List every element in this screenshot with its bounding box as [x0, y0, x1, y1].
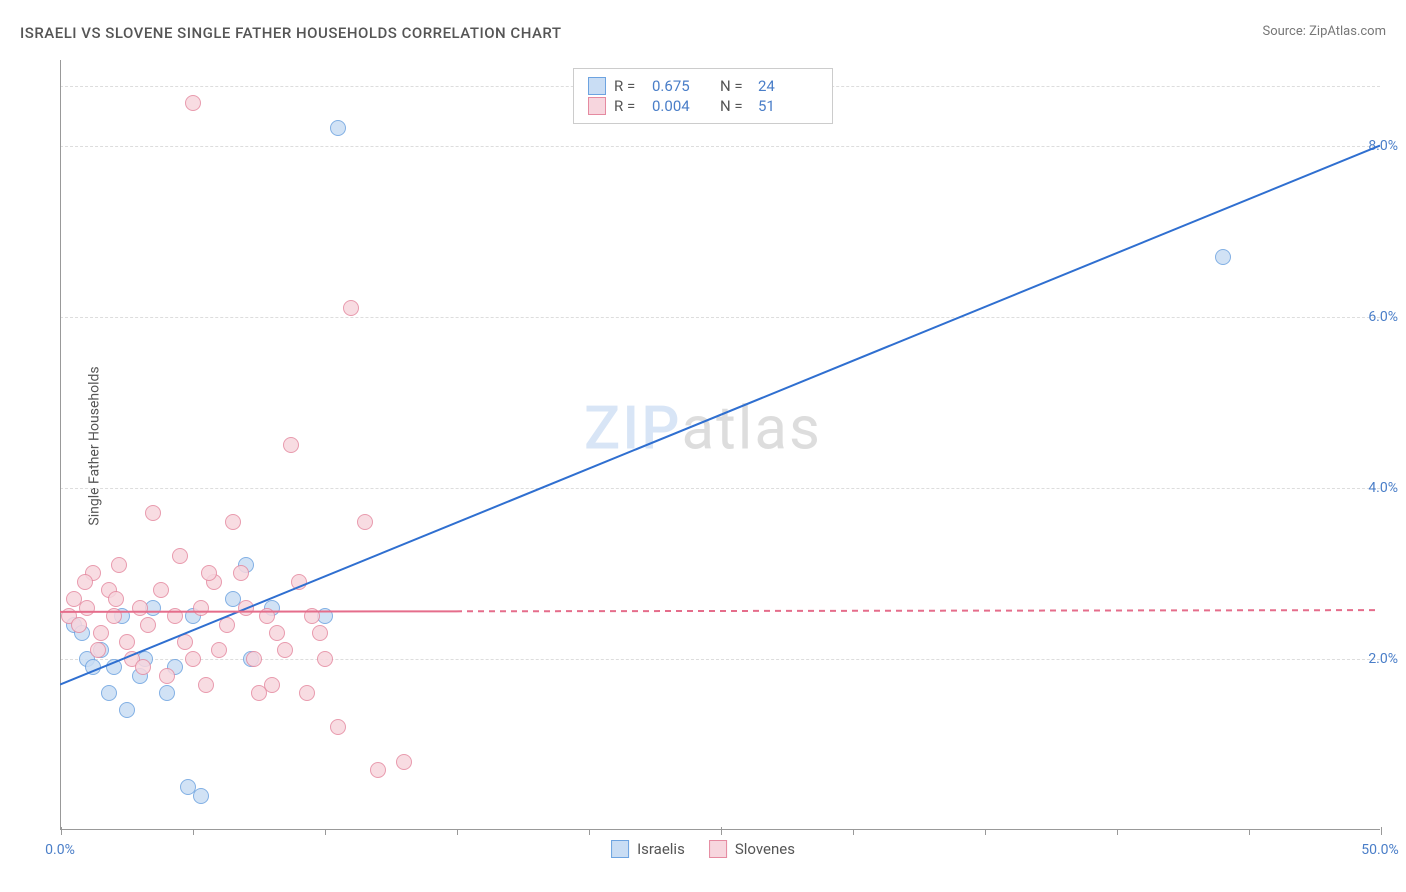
legend-swatch	[588, 77, 606, 95]
data-point	[85, 659, 101, 675]
plot-area	[60, 60, 1380, 830]
chart-title: ISRAELI VS SLOVENE SINGLE FATHER HOUSEHO…	[20, 24, 562, 42]
data-point	[140, 617, 156, 633]
x-minor-tick	[589, 829, 590, 835]
data-point	[101, 685, 117, 701]
data-point	[317, 651, 333, 667]
legend-n-value: 51	[758, 97, 818, 115]
data-point	[299, 685, 315, 701]
data-point	[185, 95, 201, 111]
data-point	[269, 625, 285, 641]
legend-stats: R = 0.675 N = 24 R = 0.004 N = 51	[573, 68, 833, 124]
data-point	[159, 668, 175, 684]
data-point	[106, 659, 122, 675]
legend-stat-row: R = 0.004 N = 51	[588, 97, 818, 115]
data-point	[291, 574, 307, 590]
x-tick-label: 0.0%	[45, 842, 75, 858]
data-point	[219, 617, 235, 633]
data-point	[312, 625, 328, 641]
legend-series: Israelis Slovenes	[611, 840, 795, 858]
legend-series-label: Israelis	[637, 840, 685, 858]
data-point	[71, 617, 87, 633]
x-tick	[61, 827, 62, 835]
x-tick	[721, 827, 722, 835]
x-minor-tick	[853, 829, 854, 835]
x-tick-label: 50.0%	[1361, 842, 1399, 858]
data-point	[119, 634, 135, 650]
data-point	[79, 600, 95, 616]
x-minor-tick	[1117, 829, 1118, 835]
x-minor-tick	[985, 829, 986, 835]
legend-r-value: 0.004	[652, 97, 712, 115]
data-point	[185, 651, 201, 667]
data-point	[93, 625, 109, 641]
x-minor-tick	[325, 829, 326, 835]
data-point	[357, 514, 373, 530]
legend-series-item: Slovenes	[709, 840, 795, 858]
data-point	[106, 608, 122, 624]
data-point	[283, 437, 299, 453]
data-point	[177, 634, 193, 650]
x-minor-tick	[457, 829, 458, 835]
data-point	[225, 514, 241, 530]
x-minor-tick	[193, 829, 194, 835]
data-point	[396, 754, 412, 770]
data-point	[90, 642, 106, 658]
data-point	[1215, 249, 1231, 265]
x-minor-tick	[1249, 829, 1250, 835]
legend-series-item: Israelis	[611, 840, 685, 858]
legend-r-label: R =	[614, 77, 644, 95]
legend-stat-row: R = 0.675 N = 24	[588, 77, 818, 95]
data-point	[167, 608, 183, 624]
data-point	[135, 659, 151, 675]
data-point	[108, 591, 124, 607]
source-label: Source: ZipAtlas.com	[1262, 24, 1386, 39]
data-point	[370, 762, 386, 778]
data-point	[193, 788, 209, 804]
legend-n-value: 24	[758, 77, 818, 95]
data-point	[233, 565, 249, 581]
legend-swatch	[709, 840, 727, 858]
correlation-chart: ISRAELI VS SLOVENE SINGLE FATHER HOUSEHO…	[0, 0, 1406, 892]
data-point	[238, 600, 254, 616]
data-point	[264, 677, 280, 693]
data-point	[343, 300, 359, 316]
data-point	[277, 642, 293, 658]
legend-series-label: Slovenes	[735, 840, 795, 858]
data-point	[159, 685, 175, 701]
data-point	[246, 651, 262, 667]
legend-n-label: N =	[720, 77, 750, 95]
data-point	[77, 574, 93, 590]
data-point	[304, 608, 320, 624]
legend-swatch	[588, 97, 606, 115]
legend-r-value: 0.675	[652, 77, 712, 95]
data-point	[198, 677, 214, 693]
data-point	[211, 642, 227, 658]
data-point	[330, 120, 346, 136]
data-point	[132, 600, 148, 616]
legend-swatch	[611, 840, 629, 858]
data-point	[111, 557, 127, 573]
data-point	[193, 600, 209, 616]
data-point	[153, 582, 169, 598]
legend-r-label: R =	[614, 97, 644, 115]
legend-n-label: N =	[720, 97, 750, 115]
data-point	[172, 548, 188, 564]
data-point	[201, 565, 217, 581]
x-tick	[1381, 827, 1382, 835]
data-point	[145, 505, 161, 521]
data-point	[259, 608, 275, 624]
data-point	[330, 719, 346, 735]
data-point	[119, 702, 135, 718]
